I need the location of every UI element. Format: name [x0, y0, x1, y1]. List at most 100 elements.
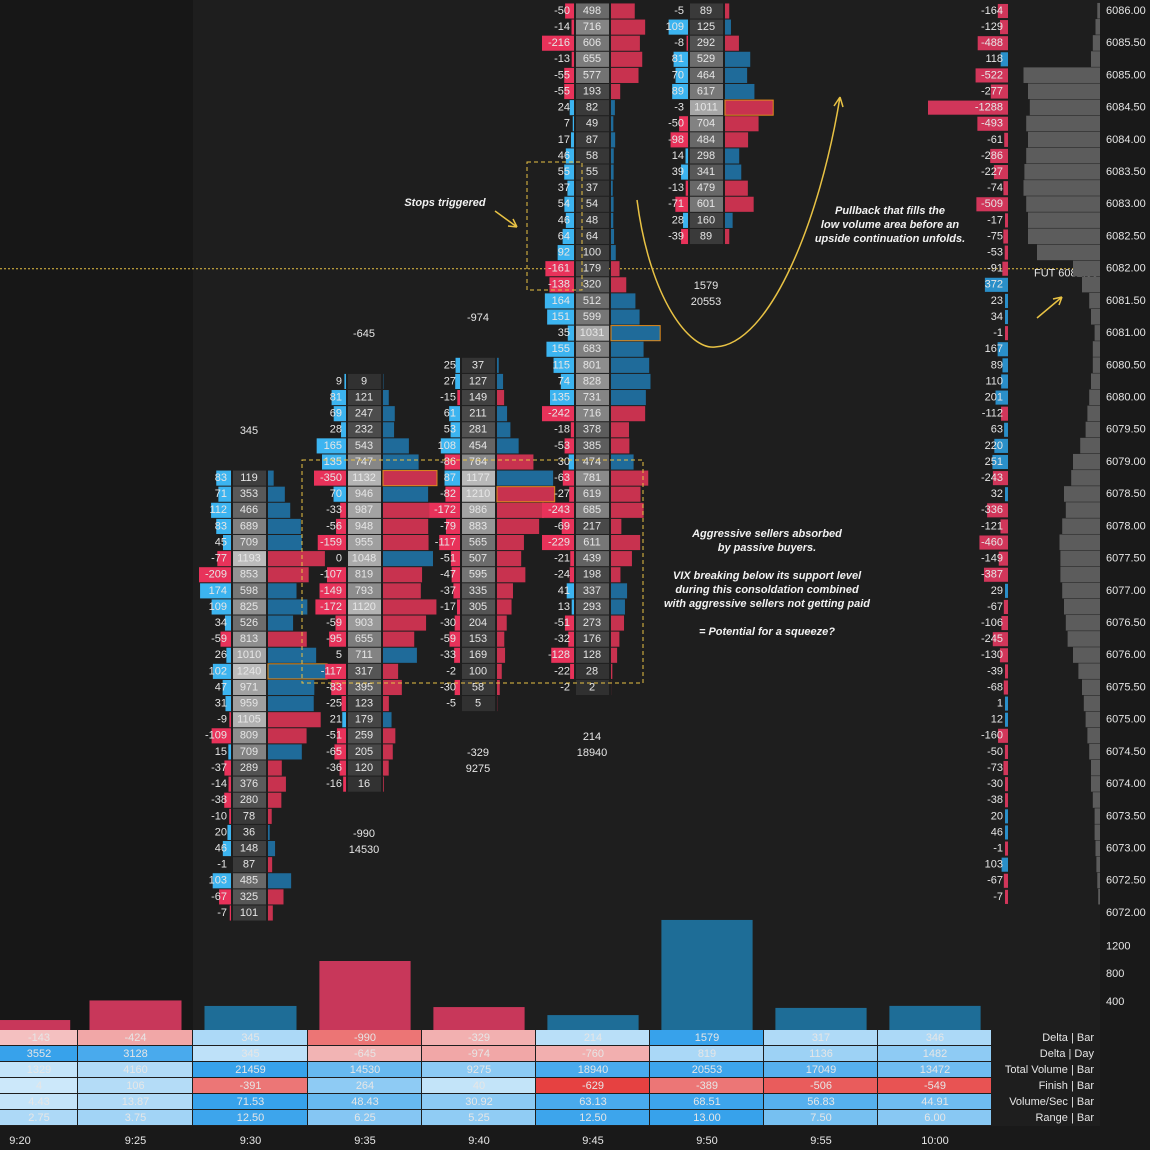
delta-label: 83 [215, 520, 227, 532]
table-value: 5.25 [468, 1112, 489, 1124]
volume-label: 948 [355, 520, 373, 532]
delta-cell [550, 390, 574, 406]
volume-profile-bar [1078, 663, 1100, 679]
delta-label: -107 [320, 569, 342, 581]
volume-bar [611, 309, 640, 325]
volume-cell [576, 679, 609, 696]
delta-profile-label: -336 [981, 504, 1003, 516]
volume-cell [233, 728, 266, 744]
volume-profile-bar [1062, 518, 1100, 534]
volume-cell [576, 132, 609, 148]
table-value: 13472 [920, 1064, 951, 1076]
delta-label: 61 [444, 408, 456, 420]
volume-label: 1105 [237, 714, 261, 726]
table-row-label: Volume/Sec | Bar [1009, 1096, 1094, 1108]
volume-cell [462, 438, 495, 454]
delta-cell [565, 212, 574, 228]
volume-cell [576, 51, 609, 67]
delta-cell [570, 132, 574, 148]
volume-bar [497, 631, 505, 647]
volume-bar [497, 390, 505, 406]
volume-bar [383, 615, 427, 631]
volume-cell [576, 277, 609, 293]
delta-label: 81 [672, 53, 684, 65]
delta-profile-label: -17 [987, 214, 1003, 226]
delta-label: 70 [330, 488, 342, 500]
volume-label: 58 [472, 681, 484, 693]
delta-cell [568, 631, 574, 647]
delta-label: -59 [326, 617, 342, 629]
volume-bar [725, 164, 742, 180]
volume-profile-bar [1091, 373, 1100, 390]
delta-cell [339, 760, 346, 776]
delta-profile-bar [928, 100, 1008, 115]
volume-bar [611, 390, 646, 406]
table-cell [0, 1094, 77, 1109]
delta-cell [454, 647, 460, 663]
delta-label: -149 [320, 585, 342, 597]
left-shade [0, 0, 193, 1030]
volume-bar [383, 518, 429, 534]
volume-cell [690, 148, 723, 164]
table-value: 819 [698, 1048, 716, 1060]
volume-profile-bar [1094, 824, 1100, 841]
volume-bar [268, 534, 302, 551]
delta-cell [211, 599, 231, 615]
column-summary: 345 [240, 425, 258, 437]
delta-cell [570, 551, 574, 567]
delta-cell [224, 615, 231, 631]
delta-label: 135 [324, 456, 342, 468]
delta-profile-bar [999, 648, 1008, 663]
delta-profile-label: -243 [981, 472, 1003, 484]
delta-profile-bar [1003, 181, 1008, 196]
volume-label: 2 [589, 681, 595, 693]
volume-cell [576, 116, 609, 132]
delta-label: -2 [446, 665, 456, 677]
delta-cell [200, 583, 231, 599]
volume-profile-bar [1085, 711, 1100, 728]
volume-label: 179 [583, 263, 601, 275]
volume-bar [268, 776, 286, 792]
volume-cell [233, 760, 266, 776]
delta-profile-label: -1 [993, 327, 1003, 339]
volume-label: 599 [583, 311, 601, 323]
delta-label: 74 [558, 375, 570, 387]
table-cell [764, 1078, 877, 1093]
volume-profile-bar [1091, 51, 1100, 67]
table-cell [308, 1094, 421, 1109]
volume-profile-bar [1073, 647, 1100, 663]
volume-cell [690, 116, 723, 132]
delta-label: 7 [564, 118, 570, 130]
volume-label: 454 [469, 440, 487, 452]
delta-cell [672, 83, 688, 100]
delta-label: -33 [326, 504, 342, 516]
table-value: 20553 [692, 1064, 723, 1076]
delta-label: -8 [674, 37, 684, 49]
volume-cell [576, 599, 609, 615]
delta-profile-label: 23 [991, 295, 1003, 307]
delta-profile-label: -1288 [975, 102, 1003, 114]
volume-cell [690, 100, 723, 116]
delta-cell [342, 712, 346, 728]
volume-profile-bar [1083, 695, 1100, 712]
table-value: 345 [241, 1048, 259, 1060]
volume-bar [268, 905, 273, 921]
delta-profile-bar [1002, 261, 1008, 276]
delta-cell [564, 196, 574, 212]
delta-label: -15 [440, 391, 456, 403]
delta-cell [542, 502, 574, 518]
delta-label: -59 [211, 633, 227, 645]
delta-label: 81 [330, 391, 342, 403]
table-cell [0, 1030, 77, 1045]
time-label: 9:50 [696, 1135, 717, 1147]
delta-label: -1 [217, 859, 227, 871]
delta-cell [557, 245, 574, 261]
delta-cell [220, 631, 231, 647]
volume-bar [611, 357, 650, 373]
volume-cell [576, 341, 609, 357]
delta-label: 155 [552, 343, 570, 355]
volume-cell [576, 309, 609, 325]
volume-label: 259 [355, 730, 373, 742]
delta-label: 112 [209, 504, 227, 516]
delta-label: 46 [558, 150, 570, 162]
